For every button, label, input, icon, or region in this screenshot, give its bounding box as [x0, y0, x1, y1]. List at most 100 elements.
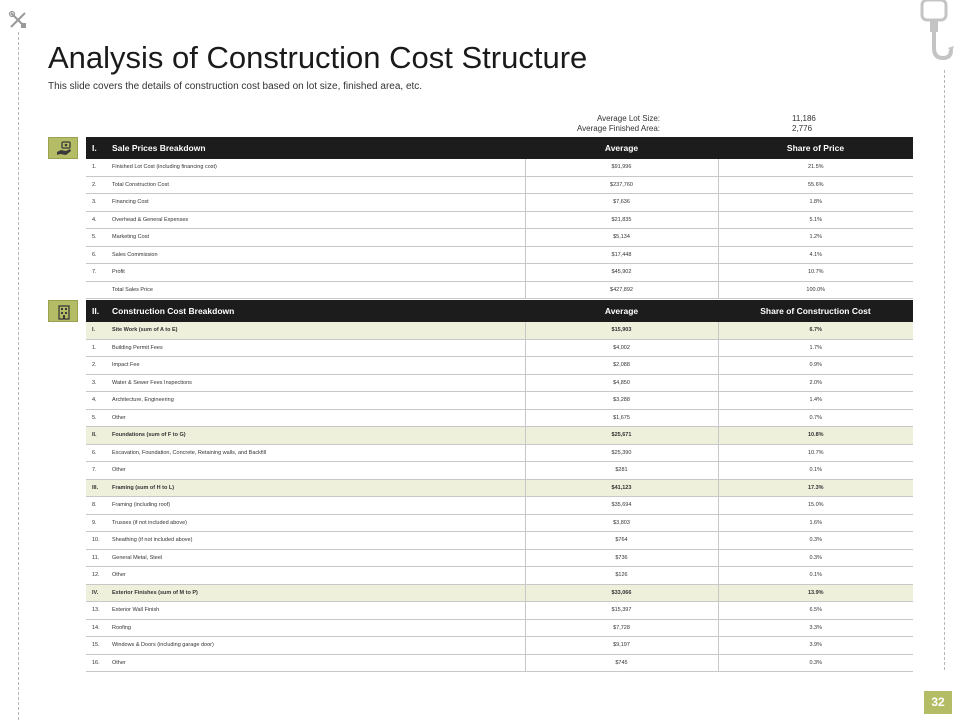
table-row: Total Sales Price $427,892 100.0% [86, 281, 913, 299]
summary-value: 2,776 [792, 124, 813, 133]
row-average: $15,903 [524, 322, 719, 340]
row-share: 10.8% [718, 426, 913, 445]
row-share: 3.3% [718, 619, 913, 637]
summary-row-lot-size: Average Lot Size: 11,186 [480, 114, 920, 124]
row-label-cell: 2. Impact Fee [86, 356, 525, 375]
row-number: 9. [92, 519, 97, 526]
table-row: 8. Framing (including roof) $35,694 15.0% [86, 496, 913, 515]
row-share: 1.6% [718, 514, 913, 532]
row-share: 15.0% [718, 496, 913, 515]
table-row: 7. Profit $45,902 10.7% [86, 263, 913, 282]
row-label-cell: 13. Exterior Wall Finish [86, 601, 525, 620]
table-row: 12. Other $126 0.1% [86, 566, 913, 585]
row-label-cell: III. Framing (sum of H to L) [86, 479, 525, 497]
row-label: Sales Commission [112, 251, 158, 258]
row-average: $9,197 [524, 636, 719, 655]
row-label-cell: 1. Finished Lot Cost (including financing… [86, 159, 525, 177]
row-label-cell: 9. Trusses (if not included above) [86, 514, 525, 532]
table-row: 10. Sheathing (if not included above) $764… [86, 531, 913, 550]
page-number-badge: 32 [924, 691, 952, 714]
row-average: $427,892 [524, 281, 719, 299]
row-average: $3,803 [524, 514, 719, 532]
row-label: Water & Sewer Fees Inspections [112, 379, 192, 386]
row-number: 16. [92, 659, 100, 666]
row-share: 0.7% [718, 409, 913, 427]
row-average: $745 [524, 654, 719, 672]
row-number: 11. [92, 554, 100, 561]
row-number: IV. [92, 589, 99, 596]
row-average: $15,397 [524, 601, 719, 620]
sale-header-share: Share of Price [718, 137, 913, 159]
header-num: I. [92, 143, 97, 153]
row-share: 10.7% [718, 263, 913, 282]
row-average: $281 [524, 461, 719, 480]
slide-subtitle: This slide covers the details of constru… [48, 81, 423, 92]
table-row: 1. Building Permit Fees $4,002 1.7% [86, 339, 913, 357]
row-label: Architecture, Engineering [112, 397, 174, 404]
row-label-cell: 12. Other [86, 566, 525, 585]
row-share: 1.7% [718, 339, 913, 357]
row-label-cell: 5. Marketing Cost [86, 228, 525, 247]
row-label: Impact Fee [112, 362, 140, 369]
row-label-cell: Total Sales Price [86, 281, 525, 299]
row-label-cell: 8. Framing (including roof) [86, 496, 525, 515]
row-average: $7,636 [524, 193, 719, 212]
row-number: 6. [92, 449, 97, 456]
sale-header-average: Average [525, 137, 718, 159]
row-number: II. [92, 432, 97, 439]
table-row: IV. Exterior Finishes (sum of M to P) $33,… [86, 584, 913, 602]
table-row: 11. General Metal, Steel $736 0.3% [86, 549, 913, 567]
row-share: 13.9% [718, 584, 913, 602]
row-share: 1.8% [718, 193, 913, 212]
row-number: 5. [92, 234, 97, 241]
row-label-cell: 5. Other [86, 409, 525, 427]
row-label-cell: 10. Sheathing (if not included above) [86, 531, 525, 550]
row-share: 6.7% [718, 322, 913, 340]
row-share: 4.1% [718, 246, 913, 264]
row-average: $33,066 [524, 584, 719, 602]
row-number: 14. [92, 624, 100, 631]
row-average: $1,675 [524, 409, 719, 427]
row-share: 10.7% [718, 444, 913, 462]
row-label-cell: 16. Other [86, 654, 525, 672]
row-label: Finished Lot Cost (including financing c… [112, 164, 217, 171]
row-label: Marketing Cost [112, 234, 149, 241]
row-number: 1. [92, 164, 97, 171]
table-row: 1. Finished Lot Cost (including financing… [86, 159, 913, 177]
row-number: 13. [92, 607, 100, 614]
table-row: 6. Sales Commission $17,448 4.1% [86, 246, 913, 264]
row-label-cell: II. Foundations (sum of F to G) [86, 426, 525, 445]
sale-prices-table: I. Sale Prices Breakdown Average Share of… [86, 137, 913, 299]
row-share: 0.3% [718, 531, 913, 550]
header-num: II. [92, 306, 100, 316]
table-row: 5. Marketing Cost $5,134 1.2% [86, 228, 913, 247]
table-row: III. Framing (sum of H to L) $41,123 17.3% [86, 479, 913, 497]
table-row: 6. Excavation, Foundation, Concrete, Reta… [86, 444, 913, 462]
row-average: $25,671 [524, 426, 719, 445]
row-share: 2.0% [718, 374, 913, 392]
row-share: 1.4% [718, 391, 913, 410]
table-row: I. Site Work (sum of A to E) $15,903 6.7% [86, 322, 913, 340]
row-average: $237,760 [524, 176, 719, 194]
sale-header-label: I. Sale Prices Breakdown [86, 137, 525, 159]
table-row: 4. Architecture, Engineering $3,288 1.4% [86, 391, 913, 410]
row-number: 4. [92, 216, 97, 223]
table-header-row: II. Construction Cost Breakdown Average S… [86, 300, 913, 322]
row-label: Framing (sum of H to L) [112, 484, 175, 491]
table-row: 7. Other $281 0.1% [86, 461, 913, 480]
row-average: $764 [524, 531, 719, 550]
row-number: 7. [92, 269, 97, 276]
row-number: III. [92, 484, 99, 491]
row-label: Financing Cost [112, 199, 149, 206]
table-row: 5. Other $1,675 0.7% [86, 409, 913, 427]
row-share: 3.9% [718, 636, 913, 655]
summary-value: 11,186 [792, 114, 816, 123]
summary-row-finished-area: Average Finished Area: 2,776 [480, 124, 920, 134]
row-number: 1. [92, 344, 97, 351]
row-average: $126 [524, 566, 719, 585]
crane-hook-icon [920, 0, 954, 61]
row-share: 6.5% [718, 601, 913, 620]
row-label: Trusses (if not included above) [112, 519, 187, 526]
row-label: Site Work (sum of A to E) [112, 327, 178, 334]
row-label: Excavation, Foundation, Concrete, Retain… [112, 449, 267, 456]
